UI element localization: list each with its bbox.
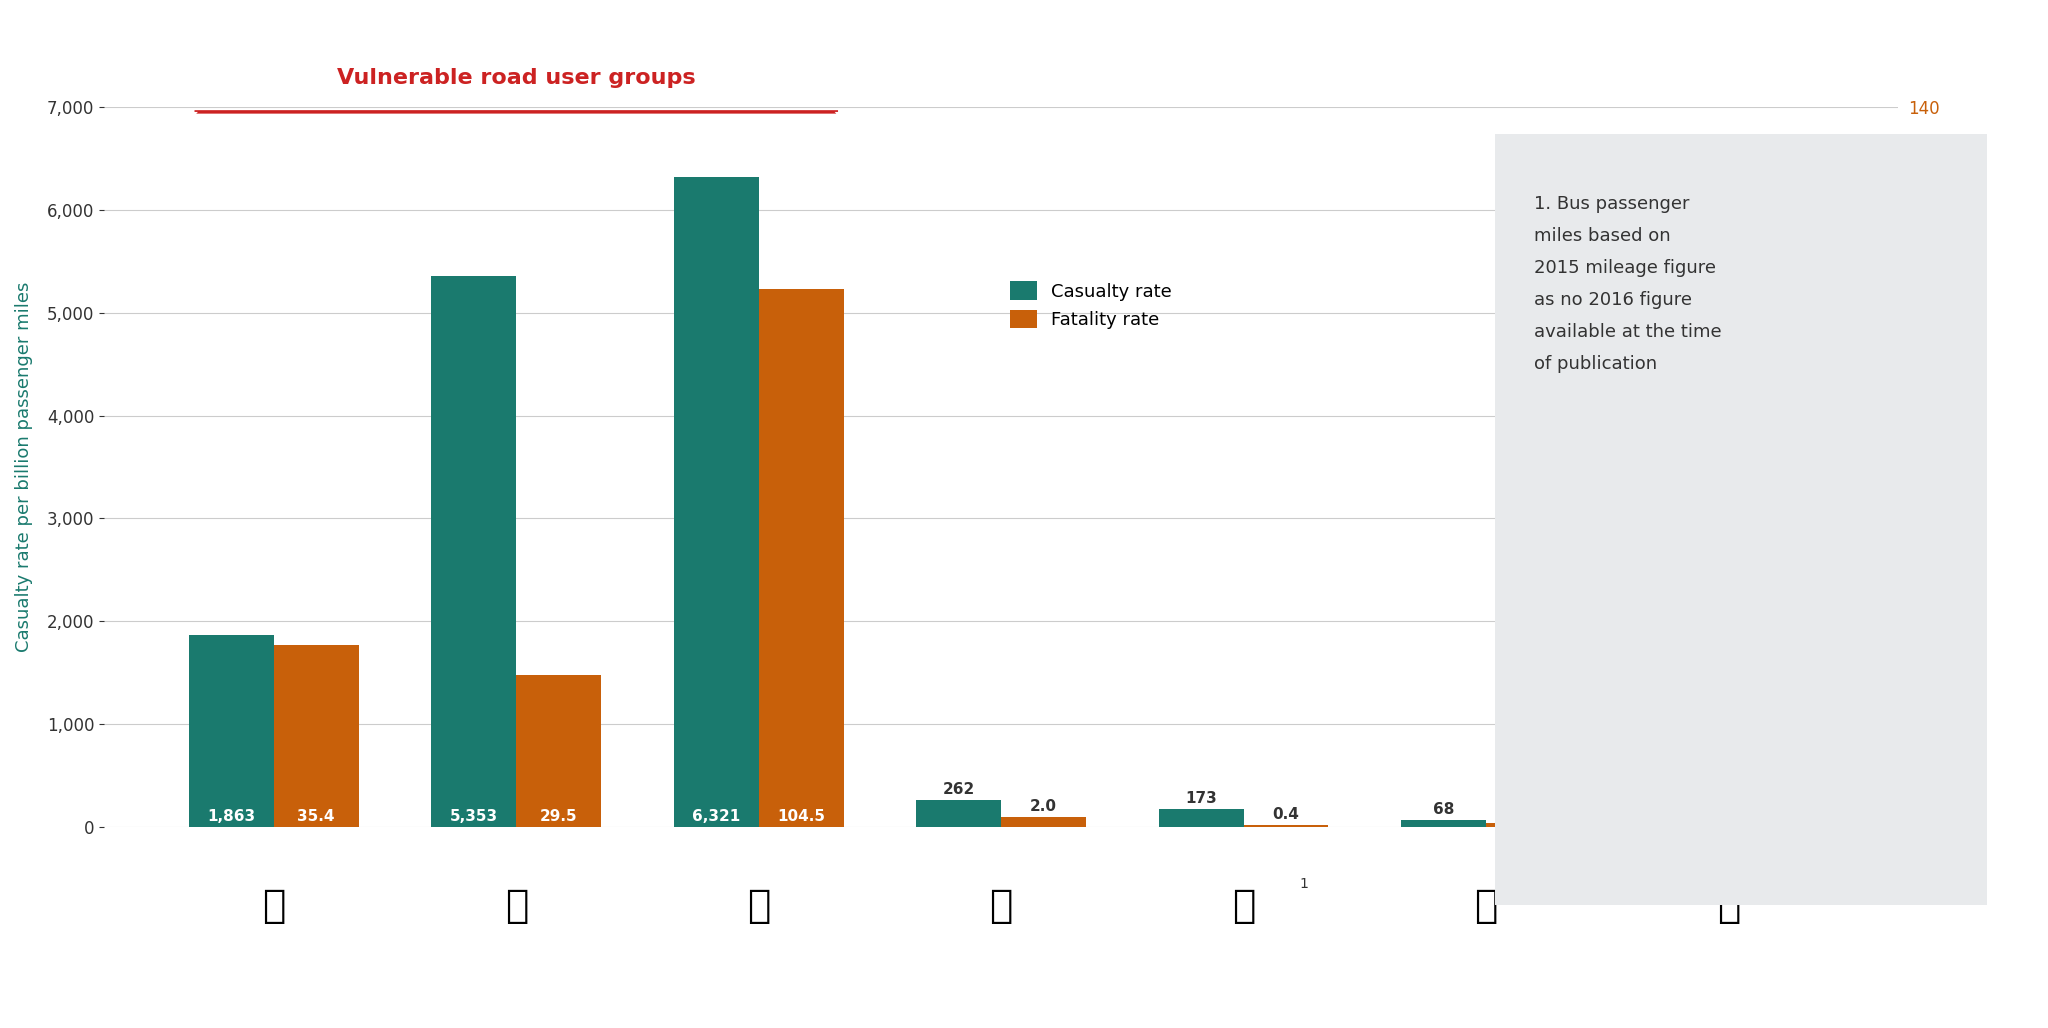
Text: 35.4: 35.4 [297,809,336,824]
Bar [1159,809,1243,828]
Text: 🚐: 🚐 [1475,887,1497,925]
Text: 0.8: 0.8 [1757,805,1784,820]
Text: Vulnerable road user groups: Vulnerable road user groups [338,68,696,88]
Text: 2.0: 2.0 [1030,799,1057,814]
Text: 🚴: 🚴 [504,887,528,925]
Text: 0.4: 0.4 [1272,807,1300,822]
Bar [516,675,602,828]
Bar [758,290,844,828]
Text: 0.8: 0.8 [1516,805,1542,820]
Text: 68: 68 [1434,802,1454,817]
Text: 🚌: 🚌 [1233,887,1255,925]
Bar [1487,823,1571,828]
Text: 6,321: 6,321 [692,809,741,824]
Text: 262: 262 [942,782,975,797]
Text: 66: 66 [1675,802,1698,817]
Text: 104.5: 104.5 [776,809,825,824]
Bar [674,177,758,828]
Bar [188,635,274,828]
Y-axis label: Fatality rate per billion passenger miles: Fatality rate per billion passenger mile… [1954,288,1972,646]
Bar [432,277,516,828]
Legend: Casualty rate, Fatality rate: Casualty rate, Fatality rate [1004,274,1180,336]
Y-axis label: Casualty rate per billion passenger miles: Casualty rate per billion passenger mile… [14,282,33,652]
Text: 1. Bus passenger
miles based on
2015 mileage figure
as no 2016 figure
available : 1. Bus passenger miles based on 2015 mil… [1534,195,1722,373]
Text: 🚗: 🚗 [989,887,1014,925]
Bar [1401,820,1487,828]
Bar [274,645,358,828]
Text: 5,353: 5,353 [451,809,498,824]
Text: 29.5: 29.5 [541,809,578,824]
Bar [1729,823,1812,828]
Text: 🏍: 🏍 [748,887,770,925]
Text: 🚶: 🚶 [262,887,285,925]
Text: 1,863: 1,863 [207,809,256,824]
Bar [1645,820,1729,828]
Bar [1243,825,1329,828]
Text: 1: 1 [1300,877,1309,890]
Text: 🚚: 🚚 [1716,887,1741,925]
Text: 173: 173 [1186,792,1217,806]
Bar [1001,817,1085,828]
Bar [915,800,1001,828]
